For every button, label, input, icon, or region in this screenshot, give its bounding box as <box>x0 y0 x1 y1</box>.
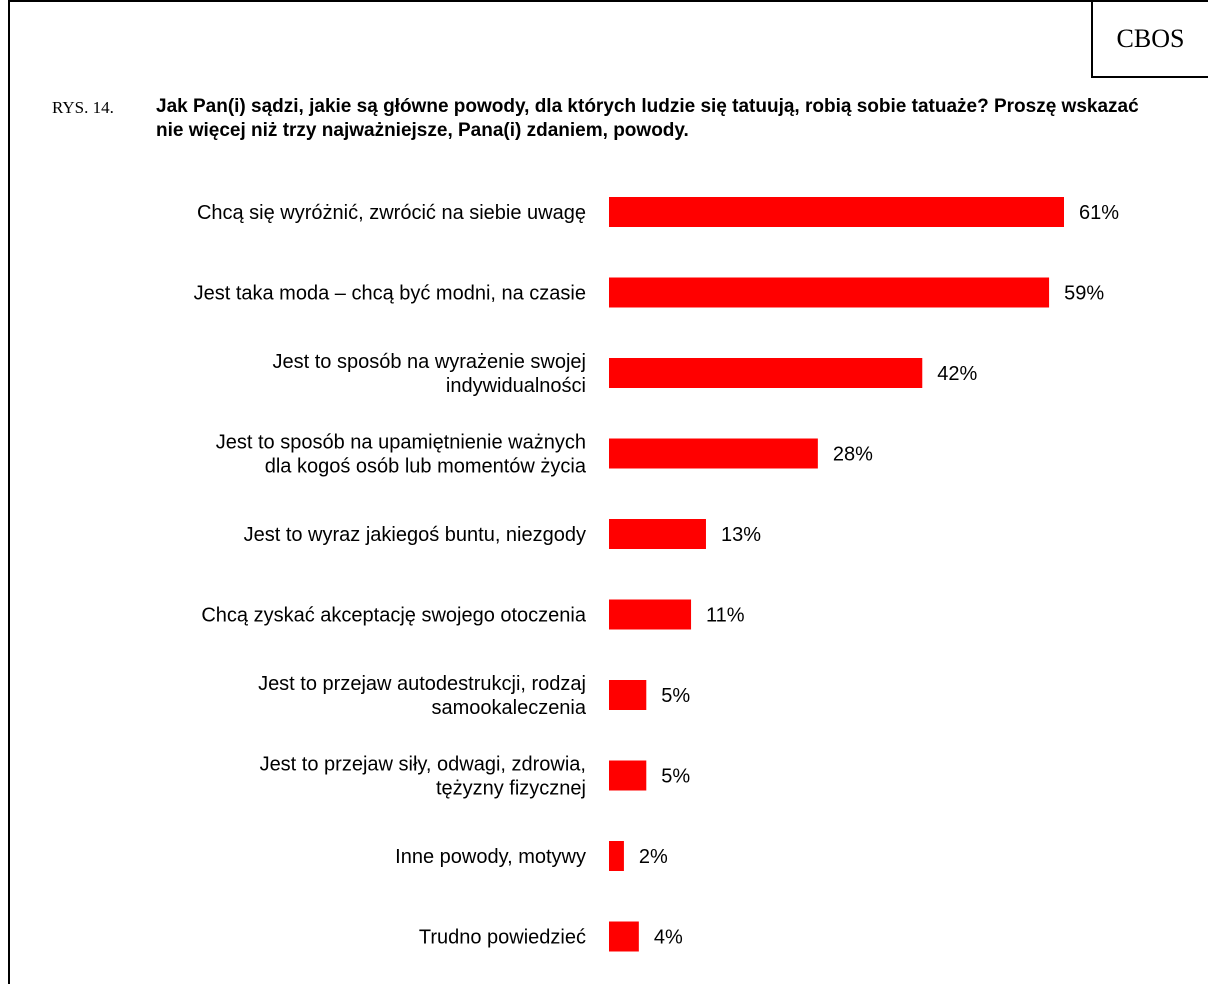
value-label: 61% <box>1079 202 1119 224</box>
category-label: Jest to przejaw siły, odwagi, zdrowia, tę… <box>260 754 586 800</box>
category-label-line: Jest to przejaw siły, odwagi, zdrowia, <box>260 754 586 776</box>
value-label: 4% <box>654 927 683 949</box>
value-label: 5% <box>661 766 690 788</box>
category-label: Jest to przejaw autodestrukcji, rodzaj sa… <box>258 673 587 719</box>
bar <box>609 278 1049 308</box>
category-label-line: dla kogoś osób lub momentów życia <box>265 456 587 478</box>
category-label: Trudno powiedzieć <box>419 927 586 949</box>
category-label: Jest to sposób na wyrażenie swojej indywi… <box>273 351 587 397</box>
value-label: 59% <box>1064 283 1104 305</box>
category-label-line: Inne powody, motywy <box>395 846 586 868</box>
value-label: 2% <box>639 846 668 868</box>
value-label: 42% <box>937 363 977 385</box>
category-label: Jest to wyraz jakiegoś buntu, niezgody <box>244 524 586 546</box>
category-label-line: Jest to przejaw autodestrukcji, rodzaj <box>258 673 586 695</box>
category-label-line: Trudno powiedzieć <box>419 927 586 949</box>
value-label: 5% <box>661 685 690 707</box>
category-label-line: Chcą się wyróżnić, zwrócić na siebie uwa… <box>197 202 586 224</box>
category-label: Inne powody, motywy <box>395 846 586 868</box>
bar <box>609 761 646 791</box>
category-label-line: samookaleczenia <box>431 697 586 719</box>
category-label: Jest taka moda – chcą być modni, na czas… <box>194 283 586 305</box>
bar <box>609 197 1064 227</box>
category-label-line: Jest to wyraz jakiegoś buntu, niezgody <box>244 524 586 546</box>
category-label-line: indywidualności <box>446 375 586 397</box>
bar <box>609 358 922 388</box>
category-label-line: tężyzny fizycznej <box>436 778 586 800</box>
category-label: Jest to sposób na upamiętnienie ważnych d… <box>216 432 587 478</box>
category-label: Chcą się wyróżnić, zwrócić na siebie uwa… <box>197 202 586 224</box>
bar <box>609 841 624 871</box>
value-label: 13% <box>721 524 761 546</box>
bar <box>609 680 646 710</box>
value-label: 28% <box>833 444 873 466</box>
bar <box>609 519 706 549</box>
category-label-line: Jest to sposób na wyrażenie swojej <box>273 351 587 373</box>
category-label-line: Chcą zyskać akceptację swojego otoczenia <box>201 605 587 627</box>
category-label-line: Jest to sposób na upamiętnienie ważnych <box>216 432 586 454</box>
bar <box>609 439 818 469</box>
category-label-line: Jest taka moda – chcą być modni, na czas… <box>194 283 586 305</box>
category-label: Chcą zyskać akceptację swojego otoczenia <box>201 605 587 627</box>
value-label: 11% <box>706 605 745 627</box>
bar <box>609 600 691 630</box>
bar <box>609 922 639 952</box>
